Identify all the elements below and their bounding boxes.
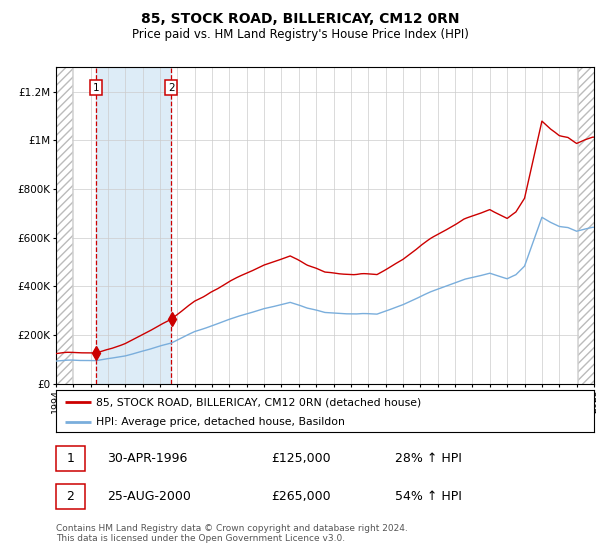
Text: 54% ↑ HPI: 54% ↑ HPI [395, 490, 462, 503]
Text: 1: 1 [67, 452, 74, 465]
Text: Price paid vs. HM Land Registry's House Price Index (HPI): Price paid vs. HM Land Registry's House … [131, 28, 469, 41]
Text: 25-AUG-2000: 25-AUG-2000 [107, 490, 191, 503]
Text: 85, STOCK ROAD, BILLERICAY, CM12 0RN: 85, STOCK ROAD, BILLERICAY, CM12 0RN [141, 12, 459, 26]
Text: £125,000: £125,000 [271, 452, 331, 465]
Text: 1: 1 [93, 83, 100, 93]
Text: 85, STOCK ROAD, BILLERICAY, CM12 0RN (detached house): 85, STOCK ROAD, BILLERICAY, CM12 0RN (de… [96, 397, 421, 407]
Text: 30-APR-1996: 30-APR-1996 [107, 452, 187, 465]
Bar [56, 446, 85, 471]
Text: 28% ↑ HPI: 28% ↑ HPI [395, 452, 462, 465]
Text: £265,000: £265,000 [271, 490, 331, 503]
Text: Contains HM Land Registry data © Crown copyright and database right 2024.
This d: Contains HM Land Registry data © Crown c… [56, 524, 407, 543]
Text: 2: 2 [168, 83, 175, 93]
Text: 2: 2 [67, 490, 74, 503]
Bar [96, 67, 171, 384]
Text: HPI: Average price, detached house, Basildon: HPI: Average price, detached house, Basi… [96, 417, 345, 427]
Bar [56, 484, 85, 509]
